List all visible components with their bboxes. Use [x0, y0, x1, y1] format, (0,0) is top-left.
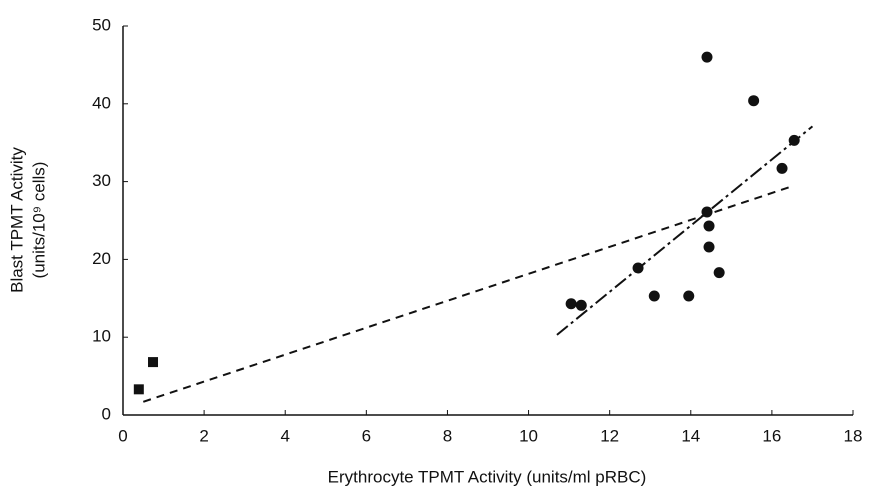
point [683, 290, 694, 301]
point [704, 220, 715, 231]
y-tick-label: 40 [92, 93, 111, 112]
x-tick-label: 4 [280, 426, 289, 445]
y-tick-label: 30 [92, 171, 111, 190]
y-tick-label: 20 [92, 249, 111, 268]
x-axis-label: Erythrocyte TPMT Activity (units/ml pRBC… [328, 467, 647, 486]
x-tick-label: 8 [443, 426, 452, 445]
point [702, 52, 713, 63]
x-tick-label: 18 [844, 426, 863, 445]
chart: Erythrocyte TPMT Activity (units/ml pRBC… [0, 0, 872, 493]
point [702, 206, 713, 217]
point [748, 95, 759, 106]
y-axis-label: Blast TPMT Activity [7, 147, 26, 293]
point [633, 262, 644, 273]
point [714, 267, 725, 278]
x-tick-label: 2 [199, 426, 208, 445]
point [148, 357, 158, 367]
point [576, 300, 587, 311]
point [704, 241, 715, 252]
x-tick-label: 14 [681, 426, 700, 445]
x-tick-label: 6 [362, 426, 371, 445]
y-tick-label: 0 [102, 404, 111, 423]
fit-line [143, 186, 792, 402]
x-tick-label: 0 [118, 426, 127, 445]
fit-line [557, 126, 813, 335]
y-axis-label: (units/10⁹ cells) [29, 162, 48, 279]
point [649, 290, 660, 301]
x-tick-label: 16 [762, 426, 781, 445]
x-tick-label: 12 [600, 426, 619, 445]
y-tick-label: 50 [92, 15, 111, 34]
point [566, 298, 577, 309]
point [134, 384, 144, 394]
point [789, 135, 800, 146]
x-tick-label: 10 [519, 426, 538, 445]
y-tick-label: 10 [92, 327, 111, 346]
point [777, 163, 788, 174]
